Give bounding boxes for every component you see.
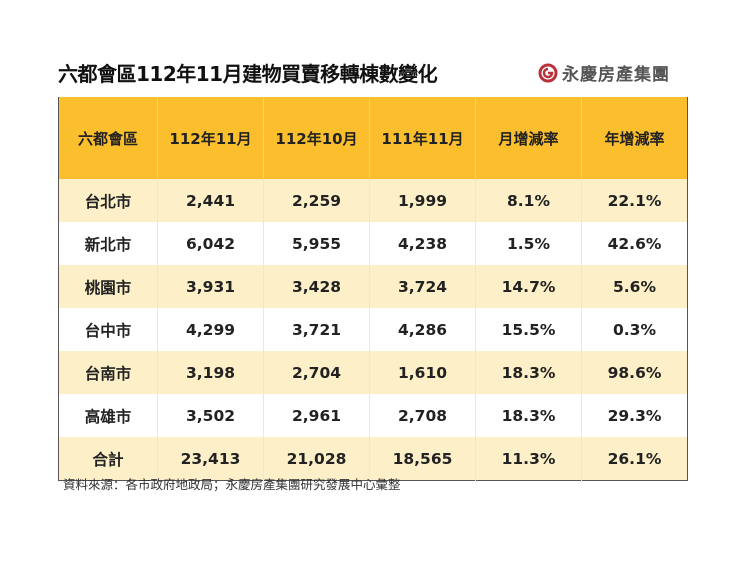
value-cell: 14.7% — [475, 265, 582, 308]
value-cell: 42.6% — [581, 222, 688, 265]
value-cell: 2,708 — [369, 394, 476, 437]
value-cell: 3,198 — [157, 351, 264, 394]
data-table: 六都會區 112年11月 112年10月 111年11月 月增減率 年增減率 台北市 2,4… — [58, 97, 688, 481]
logo: 永慶房產集團 — [538, 60, 670, 85]
table-row: 台中市 4,299 3,721 4,286 15.5% 0.3% — [58, 308, 688, 351]
source-note: 資料來源：各市政府地政局；永慶房產集團研究發展中心彙整 — [63, 477, 401, 492]
table-header-row: 六都會區 112年11月 112年10月 111年11月 月增減率 年增減率 — [58, 97, 688, 179]
value-cell: 3,502 — [157, 394, 264, 437]
value-cell: 26.1% — [581, 437, 688, 481]
value-cell: 3,721 — [263, 308, 370, 351]
value-cell: 2,961 — [263, 394, 370, 437]
yungching-logo-icon — [538, 63, 558, 82]
value-cell: 5.6% — [581, 265, 688, 308]
region-cell: 高雄市 — [58, 394, 158, 437]
value-cell: 22.1% — [581, 179, 688, 222]
value-cell: 5,955 — [263, 222, 370, 265]
value-cell: 6,042 — [157, 222, 264, 265]
region-cell: 台北市 — [58, 179, 158, 222]
value-cell: 3,724 — [369, 265, 476, 308]
region-cell: 合計 — [58, 437, 158, 481]
value-cell: 15.5% — [475, 308, 582, 351]
table-row: 桃園市 3,931 3,428 3,724 14.7% 5.6% — [58, 265, 688, 308]
value-cell: 3,931 — [157, 265, 264, 308]
value-cell: 98.6% — [581, 351, 688, 394]
value-cell: 29.3% — [581, 394, 688, 437]
total-row: 合計 23,413 21,028 18,565 11.3% 26.1% — [58, 437, 688, 481]
value-cell: 11.3% — [475, 437, 582, 481]
table-row: 新北市 6,042 5,955 4,238 1.5% 42.6% — [58, 222, 688, 265]
value-cell: 18,565 — [369, 437, 476, 481]
value-cell: 18.3% — [475, 394, 582, 437]
value-cell: 0.3% — [581, 308, 688, 351]
column-header: 111年11月 — [369, 97, 476, 179]
column-header: 112年11月 — [157, 97, 264, 179]
column-header: 年增減率 — [581, 97, 688, 179]
column-header: 月增減率 — [475, 97, 582, 179]
value-cell: 18.3% — [475, 351, 582, 394]
page-title: 六都會區112年11月建物買賣移轉棟數變化 — [58, 62, 438, 86]
value-cell: 1,610 — [369, 351, 476, 394]
logo-text: 永慶房產集團 — [562, 65, 670, 85]
region-cell: 新北市 — [58, 222, 158, 265]
column-header: 112年10月 — [263, 97, 370, 179]
value-cell: 2,441 — [157, 179, 264, 222]
region-cell: 桃園市 — [58, 265, 158, 308]
table-row: 台北市 2,441 2,259 1,999 8.1% 22.1% — [58, 179, 688, 222]
value-cell: 4,238 — [369, 222, 476, 265]
column-header: 六都會區 — [58, 97, 158, 179]
value-cell: 2,259 — [263, 179, 370, 222]
value-cell: 1.5% — [475, 222, 582, 265]
value-cell: 2,704 — [263, 351, 370, 394]
value-cell: 23,413 — [157, 437, 264, 481]
table-row: 台南市 3,198 2,704 1,610 18.3% 98.6% — [58, 351, 688, 394]
value-cell: 21,028 — [263, 437, 370, 481]
table-row: 高雄市 3,502 2,961 2,708 18.3% 29.3% — [58, 394, 688, 437]
value-cell: 4,299 — [157, 308, 264, 351]
region-cell: 台南市 — [58, 351, 158, 394]
value-cell: 3,428 — [263, 265, 370, 308]
region-cell: 台中市 — [58, 308, 158, 351]
value-cell: 4,286 — [369, 308, 476, 351]
value-cell: 8.1% — [475, 179, 582, 222]
value-cell: 1,999 — [369, 179, 476, 222]
